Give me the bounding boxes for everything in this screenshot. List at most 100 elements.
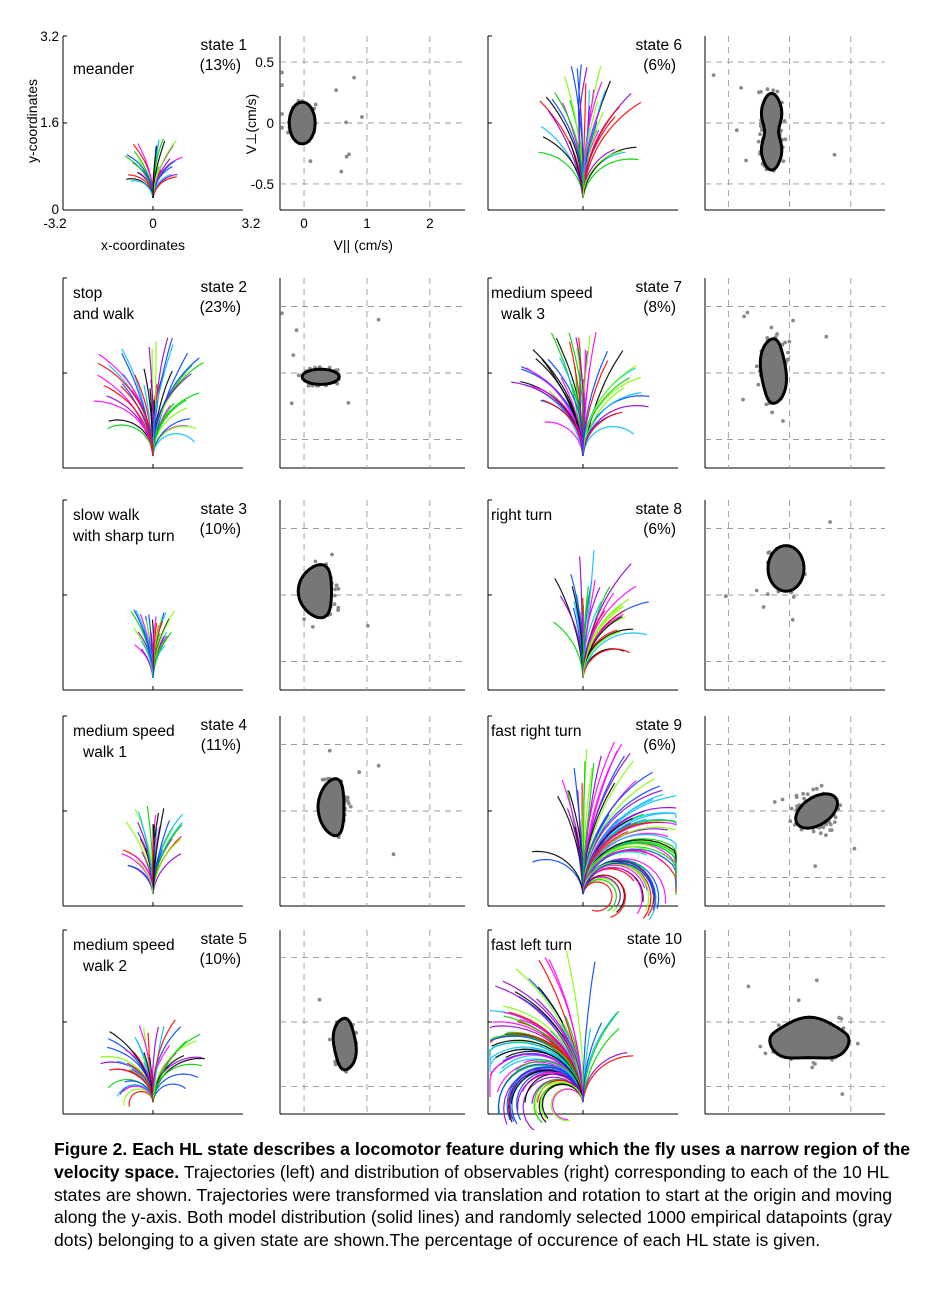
trajectory-line [152, 344, 174, 456]
data-point [759, 90, 763, 94]
data-point [317, 997, 322, 1002]
state-label: state 2 [200, 279, 247, 296]
data-point [855, 1041, 860, 1046]
data-point [306, 383, 311, 388]
trajectory-line [98, 353, 154, 457]
state-percentage: (6%) [643, 57, 676, 74]
data-point [289, 401, 294, 406]
velocity-axes [704, 500, 885, 691]
data-point [335, 381, 340, 386]
trajectory-line [539, 1082, 584, 1121]
data-point [313, 559, 318, 564]
trajectory-line [582, 833, 677, 895]
x-tick-label: 0 [149, 216, 157, 231]
data-point [330, 552, 334, 557]
data-point [758, 1044, 763, 1049]
data-point [280, 70, 284, 75]
trajectory-line [582, 395, 650, 457]
velocity-distribution [711, 73, 837, 173]
trajectory-line [582, 876, 621, 908]
y-tick-label: 3.2 [40, 29, 59, 44]
state-percentage: (8%) [643, 299, 676, 316]
data-point [280, 83, 284, 88]
figure-panels: state 1 (13%) meander state 2 (23%) stop and w… [24, 29, 885, 1130]
trajectory-line [126, 154, 154, 199]
trajectory-axes [487, 499, 678, 691]
data-point [789, 806, 794, 811]
behavior-label: with sharp turn [72, 528, 175, 545]
behavior-label: walk 3 [500, 306, 545, 323]
trajectory-bundle [489, 950, 634, 1130]
trajectory-line [152, 140, 177, 199]
model-distribution-contour [296, 563, 333, 620]
trajectory-line [532, 850, 584, 895]
trajectory-line [152, 808, 165, 895]
x-tick-label: 2 [426, 216, 434, 231]
behavior-label: medium speed [73, 937, 175, 954]
trajectory-line [107, 424, 154, 457]
trajectory-line [509, 1068, 584, 1122]
data-point [824, 833, 828, 837]
trajectory-line [582, 1022, 603, 1103]
trajectory-line [582, 351, 608, 456]
trajectory-bundle [553, 550, 649, 679]
data-point [796, 998, 801, 1003]
y-axis-label: y-coordinates [24, 79, 40, 163]
data-point [357, 770, 362, 775]
state-label: state 4 [200, 717, 247, 734]
velocity-axes-main [279, 36, 465, 211]
state-percentage: (13%) [200, 57, 241, 74]
state-label: state 5 [200, 931, 247, 948]
data-point [352, 75, 356, 80]
data-point [742, 314, 746, 319]
trajectory-line [582, 586, 589, 679]
data-point [770, 410, 774, 415]
trajectory-line [582, 632, 648, 679]
trajectory-line [130, 180, 154, 199]
data-point [336, 586, 341, 591]
trajectory-line [582, 821, 664, 895]
trajectory-line [152, 176, 177, 199]
behavior-label: and walk [73, 306, 134, 323]
data-point [790, 617, 795, 622]
velocity-distribution [746, 978, 860, 1096]
velocity-distribution [280, 311, 381, 406]
data-point [785, 357, 790, 362]
data-point [828, 520, 832, 524]
data-point [322, 777, 327, 782]
trajectory-line [152, 418, 191, 457]
data-point [775, 89, 780, 94]
trajectory-line [582, 150, 623, 199]
data-point [376, 763, 381, 768]
data-point [336, 608, 340, 612]
velocity-axes [704, 36, 885, 211]
state-percentage: (23%) [200, 299, 241, 316]
data-point [308, 159, 313, 164]
model-distribution-contour [759, 91, 784, 172]
y-axis-label: V⊥(cm/s) [243, 94, 259, 154]
behavior-label: medium speed [491, 285, 593, 302]
trajectory-line [552, 1088, 584, 1121]
data-point [310, 625, 315, 629]
velocity-distribution [723, 520, 832, 622]
trajectory-line [582, 101, 642, 199]
velocity-distribution [296, 552, 370, 629]
data-point [772, 800, 777, 804]
velocity-axes [704, 716, 885, 907]
data-point [810, 1065, 815, 1070]
data-point [756, 139, 761, 144]
state-percentage: (10%) [200, 521, 241, 538]
trajectory-line [529, 385, 584, 457]
data-point [333, 1062, 338, 1067]
trajectory-line [548, 958, 584, 1103]
trajectory-line [582, 778, 655, 895]
data-point [839, 1016, 844, 1021]
data-point [763, 1051, 768, 1056]
state-label: state 10 [627, 931, 683, 948]
data-point [280, 311, 284, 316]
data-point [828, 822, 833, 827]
velocity-axes [704, 278, 885, 469]
trajectory-line [152, 1052, 177, 1103]
velocity-distribution [280, 70, 364, 174]
trajectory-axes [62, 277, 243, 469]
